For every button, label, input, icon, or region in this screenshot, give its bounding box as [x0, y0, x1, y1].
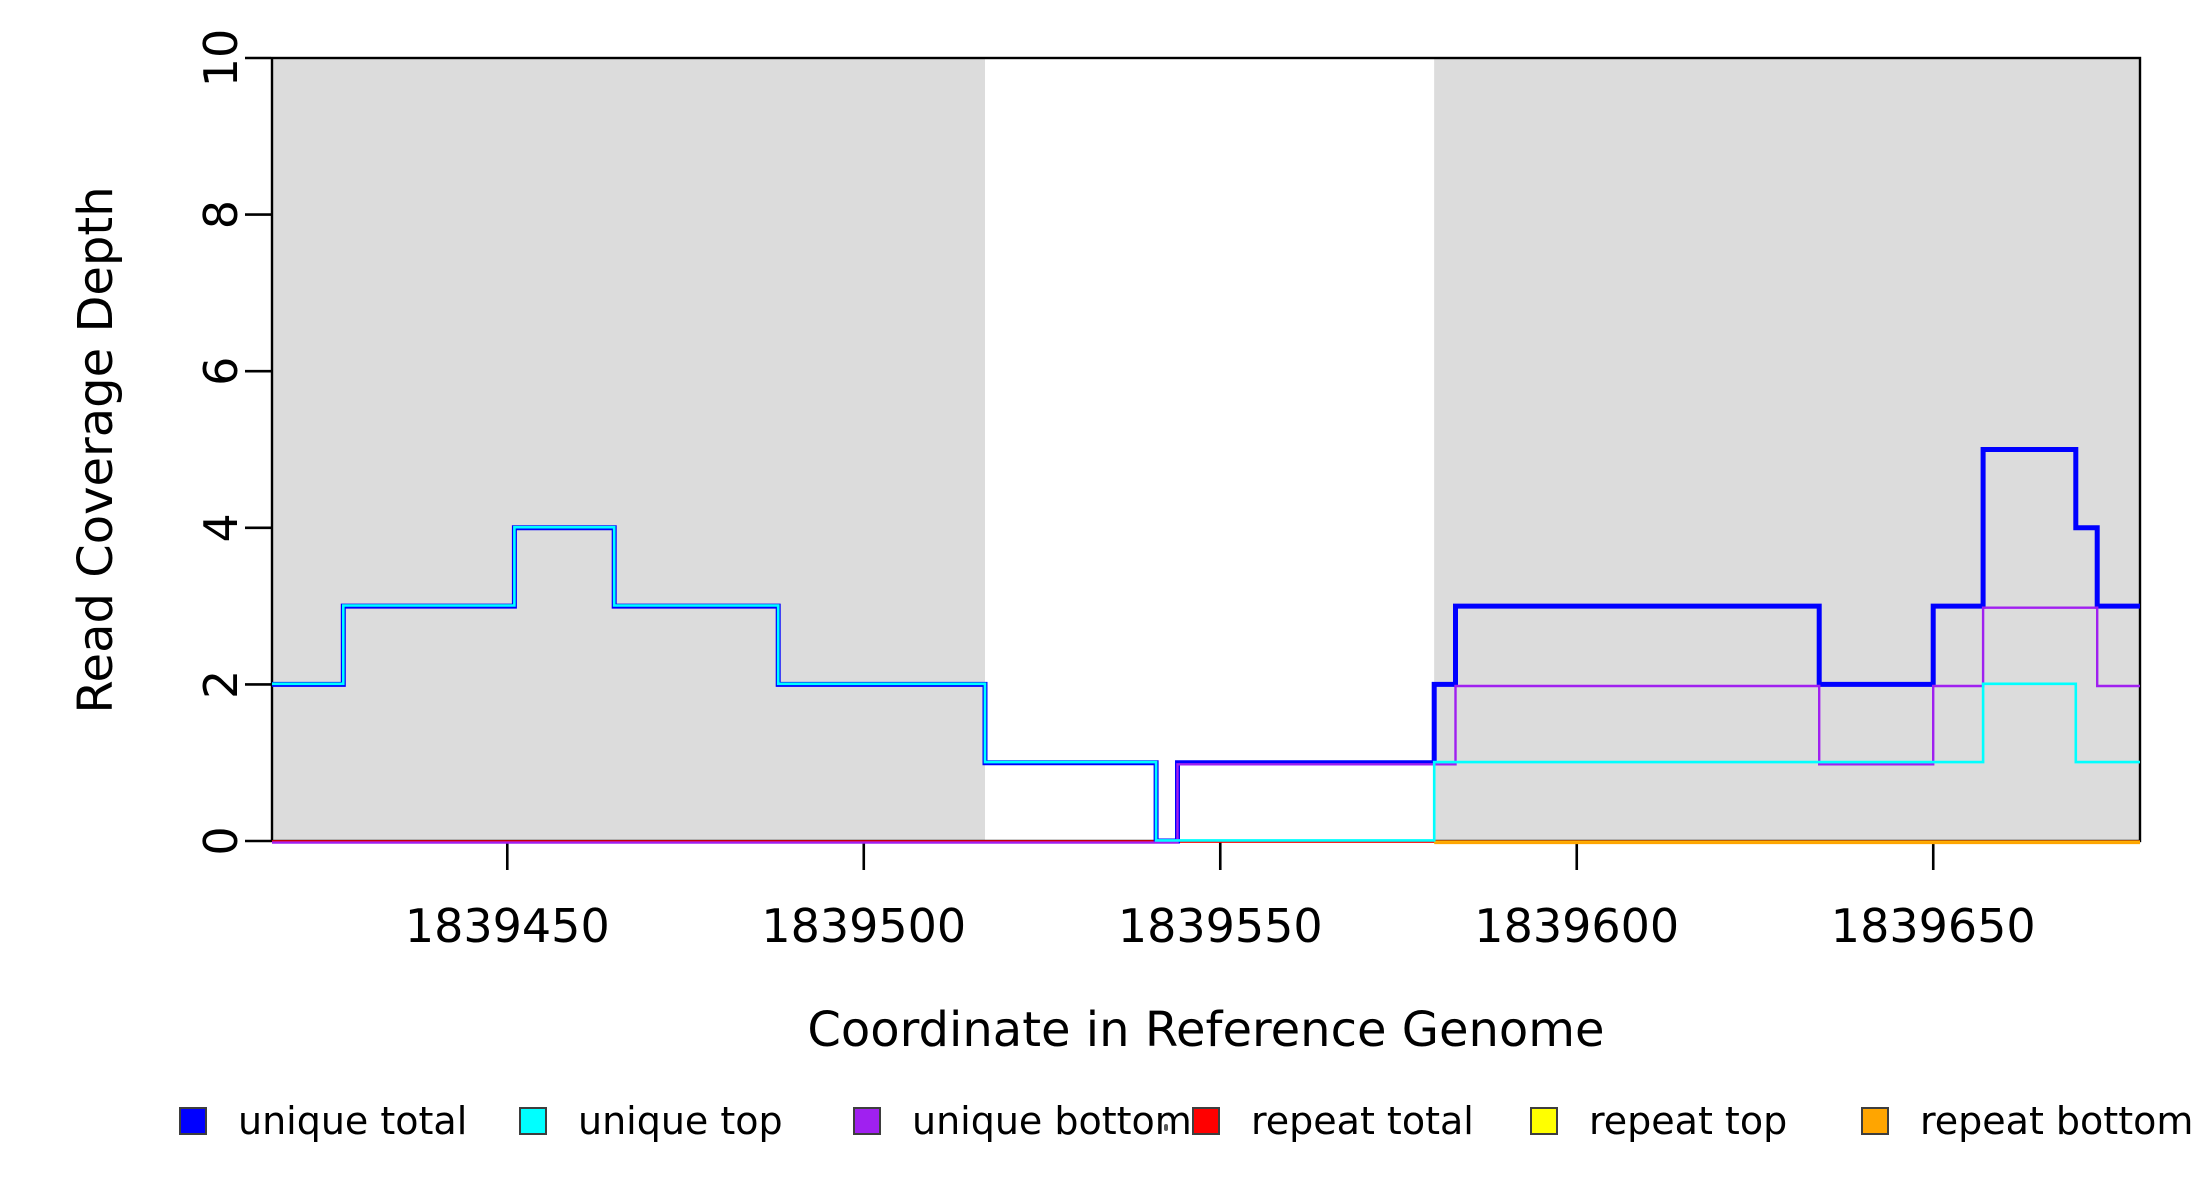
series-unique-top — [272, 525, 2140, 842]
x-tick-label: 1839550 — [1118, 899, 1323, 953]
legend-swatch — [179, 1107, 207, 1135]
legend-label: unique total — [238, 1099, 468, 1143]
legend-label: unique bottom — [912, 1099, 1192, 1143]
legend-swatch — [1861, 1107, 1889, 1135]
series-unique-bottom — [272, 606, 2140, 844]
y-tick-label: 2 — [194, 670, 248, 699]
legend-label: unique top — [578, 1099, 783, 1143]
legend-swatch — [519, 1107, 547, 1135]
legend-swatch — [1530, 1107, 1558, 1135]
legend-item-unique-bottom: unique bottom — [853, 1099, 1192, 1143]
y-tick-label: 4 — [194, 513, 248, 542]
legend-item-repeat-total: repeat total — [1192, 1099, 1474, 1143]
legend: unique total unique top unique bottom repea… — [0, 1099, 2200, 1154]
legend-label: repeat total — [1251, 1099, 1474, 1143]
x-tick-label: 1839650 — [1831, 899, 2036, 953]
y-tick-label: 0 — [194, 826, 248, 855]
y-tick-label: 10 — [194, 29, 248, 88]
shaded-repeat-region — [272, 59, 985, 841]
legend-label: repeat bottom — [1920, 1099, 2194, 1143]
legend-item-repeat-top: repeat top — [1530, 1099, 1788, 1143]
legend-label: repeat top — [1589, 1099, 1788, 1143]
y-tick-label: 6 — [194, 357, 248, 386]
legend-item-unique-top: unique top — [519, 1099, 783, 1143]
legend-item-repeat-bottom: repeat bottom — [1861, 1099, 2194, 1143]
y-axis-title: Read Coverage Depth — [68, 186, 124, 714]
x-tick-label: 1839600 — [1474, 899, 1679, 953]
legend-swatch — [853, 1107, 881, 1135]
legend-item-unique-total: unique total — [179, 1099, 468, 1143]
stray-dot — [1164, 1124, 1168, 1131]
x-axis-title: Coordinate in Reference Genome — [807, 1002, 1605, 1058]
legend-swatch — [1192, 1107, 1220, 1135]
x-tick-label: 1839450 — [405, 899, 610, 953]
y-tick-label: 8 — [194, 200, 248, 229]
x-tick-label: 1839500 — [761, 899, 966, 953]
